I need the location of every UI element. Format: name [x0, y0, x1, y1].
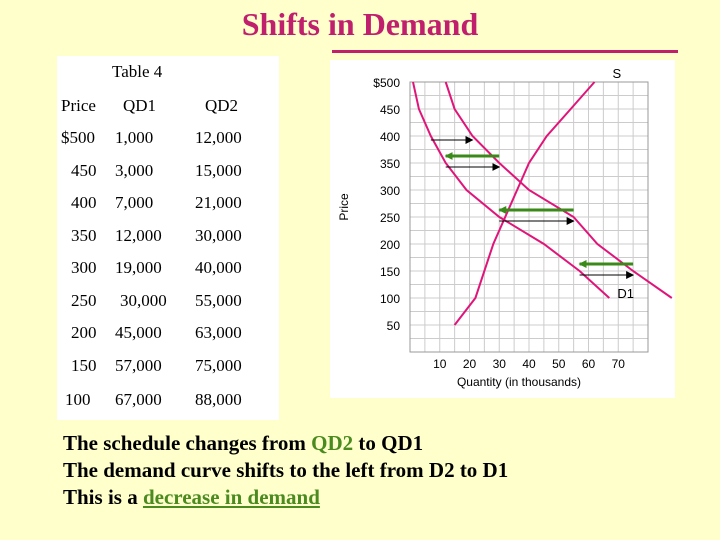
x-tick-label: 50	[552, 357, 566, 371]
y-tick-label: 100	[380, 292, 400, 306]
curve-d2	[444, 81, 673, 299]
cell-qd1: 67,000	[115, 390, 162, 409]
decrease-highlight: decrease in demand	[142, 485, 320, 509]
cell-price: 100	[65, 390, 91, 409]
curve-s	[453, 81, 596, 326]
table-title: Table 4	[112, 62, 163, 81]
cell-qd2: 88,000	[195, 390, 242, 409]
cell-price: 350	[71, 226, 97, 245]
cell-qd2: 75,000	[195, 356, 242, 375]
y-tick-label: 50	[387, 319, 401, 333]
curve-d1	[412, 81, 610, 299]
cell-qd2: 55,000	[195, 291, 242, 310]
cell-qd1: 30,000	[120, 291, 167, 310]
slide-title: Shifts in Demand	[241, 6, 479, 42]
header-qd1: QD1	[123, 96, 157, 115]
cell-price: 250	[71, 291, 97, 310]
cell-price: 400	[71, 193, 97, 212]
explanation-line-3: This is a decrease in demand	[63, 485, 320, 509]
supply-demand-chart: $500 450 400 350 300 250 200 150 100 50 10 20 30 40 50…	[330, 60, 675, 398]
cell-price: $500	[61, 128, 95, 147]
qd2-highlight: QD2	[311, 431, 354, 455]
header-qd2: QD2	[205, 96, 239, 115]
cell-qd1: 57,000	[115, 356, 162, 375]
plot-frame	[409, 81, 649, 353]
cell-qd2: 21,000	[195, 193, 242, 212]
cell-price: 200	[71, 323, 97, 342]
cell-qd1: 12,000	[115, 226, 162, 245]
x-tick-label: 20	[463, 357, 477, 371]
header-price: Price	[61, 96, 96, 115]
y-tick-label: 200	[380, 238, 400, 252]
x-tick-label: 40	[522, 357, 536, 371]
y-tick-label: $500	[373, 76, 400, 90]
explanation-line-2: The demand curve shifts to the left from…	[63, 458, 509, 482]
cell-qd1: 45,000	[115, 323, 162, 342]
cell-qd1: 1,000	[115, 128, 154, 147]
x-tick-label: 30	[493, 357, 507, 371]
explanation-text: The schedule changes from QD2 to QD1 The…	[63, 431, 508, 512]
cell-price: 300	[71, 258, 97, 277]
cell-qd2: 40,000	[195, 258, 242, 277]
chart-svg: $500 450 400 350 300 250 200 150 100 50 10 20 30 40 50…	[337, 66, 673, 389]
y-tick-label: 300	[380, 184, 400, 198]
cell-qd1: 3,000	[115, 161, 154, 180]
demand-schedule-table: Table 4 Price QD1 QD2 $500 1,000 12,000 …	[57, 56, 279, 420]
y-tick-label: 150	[380, 265, 400, 279]
y-tick-label: 350	[380, 157, 400, 171]
x-tick-label: 70	[612, 357, 626, 371]
cell-price: 450	[71, 161, 97, 180]
cell-qd2: 63,000	[195, 323, 242, 342]
curve-label-d1: D1	[617, 286, 634, 301]
cell-qd1: 7,000	[115, 193, 154, 212]
y-tick-label: 450	[380, 103, 400, 117]
curve-label-s: S	[612, 66, 621, 81]
x-tick-label: 60	[582, 357, 596, 371]
y-axis-label: Price	[337, 193, 351, 221]
y-tick-label: 400	[380, 130, 400, 144]
cell-qd2: 30,000	[195, 226, 242, 245]
explanation-line-1: The schedule changes from QD2 to QD1	[63, 431, 424, 455]
cell-qd1: 19,000	[115, 258, 162, 277]
x-axis-label: Quantity (in thousands)	[457, 375, 581, 389]
cell-price: 150	[71, 356, 97, 375]
cell-qd2: 12,000	[195, 128, 242, 147]
title-underline	[332, 50, 678, 53]
y-tick-label: 250	[380, 211, 400, 225]
x-tick-label: 10	[433, 357, 447, 371]
cell-qd2: 15,000	[195, 161, 242, 180]
